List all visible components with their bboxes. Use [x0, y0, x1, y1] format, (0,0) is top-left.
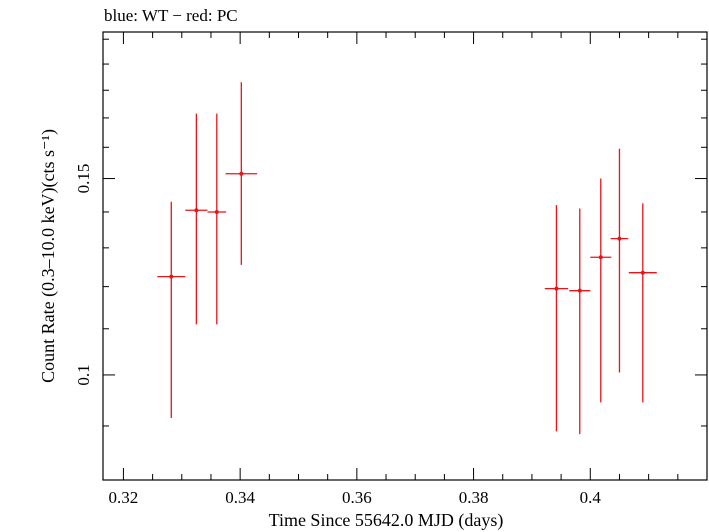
- y-axis-ticks: 0.1 0.15: [74, 38, 707, 427]
- data-point: [610, 148, 629, 373]
- data-point: [207, 113, 227, 325]
- x-tick-label: 0.34: [225, 488, 255, 507]
- data-point: [157, 201, 186, 418]
- point-marker: [617, 236, 622, 241]
- data-point: [569, 208, 591, 435]
- data-point: [590, 178, 612, 403]
- plot-frame: [102, 31, 708, 481]
- x-axis-label: Time Since 55642.0 MJD (days): [269, 510, 504, 531]
- y-axis-label: Count Rate (0.3–10.0 keV)(cts s⁻¹): [38, 129, 59, 383]
- point-marker: [169, 274, 174, 279]
- chart-title: blue: WT − red: PC: [104, 6, 238, 25]
- data-points: [157, 82, 657, 435]
- point-marker: [194, 208, 199, 213]
- x-tick-label: 0.4: [580, 488, 602, 507]
- data-point: [185, 113, 208, 325]
- point-marker: [598, 255, 603, 260]
- x-axis-ticks: 0.32 0.34 0.36 0.38 0.4: [109, 32, 708, 507]
- point-marker: [214, 209, 219, 214]
- data-point: [225, 82, 258, 265]
- y-tick-label: 0.15: [74, 164, 93, 194]
- point-marker: [239, 171, 244, 176]
- x-tick-label: 0.38: [459, 488, 489, 507]
- point-marker: [577, 288, 582, 293]
- point-marker: [554, 286, 559, 291]
- data-point: [628, 203, 657, 403]
- x-tick-label: 0.36: [342, 488, 372, 507]
- x-tick-label: 0.32: [109, 488, 139, 507]
- data-point: [544, 205, 569, 432]
- point-marker: [640, 270, 645, 275]
- y-tick-label: 0.1: [74, 364, 93, 385]
